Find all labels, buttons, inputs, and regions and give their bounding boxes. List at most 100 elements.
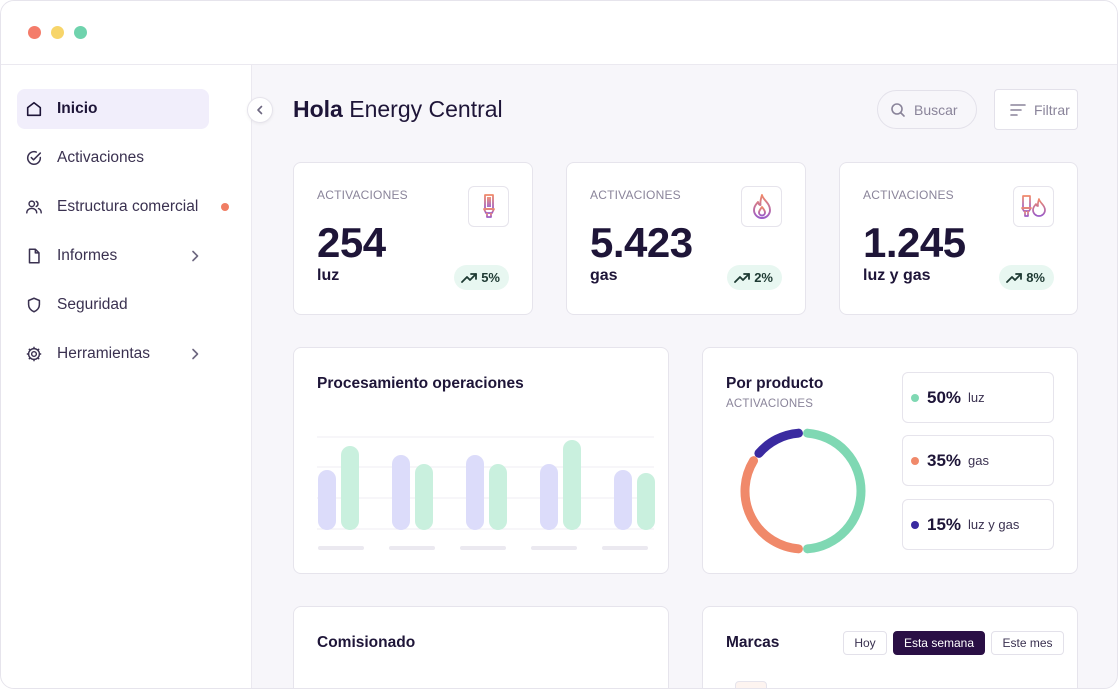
kpi-caption: ACTIVACIONES xyxy=(317,188,408,202)
kpi-unit: gas xyxy=(590,267,618,284)
sidebar-item-activaciones[interactable]: Activaciones xyxy=(17,138,209,178)
legend-dot xyxy=(911,456,919,465)
tab-esta-semana[interactable]: Esta semana xyxy=(893,631,985,655)
brands-title: Marcas xyxy=(726,634,780,651)
trend-up-icon xyxy=(734,272,751,283)
kpi-unit: luz xyxy=(317,267,340,284)
search-box[interactable] xyxy=(877,90,977,129)
legend-percent: 35% xyxy=(927,450,962,470)
window-close-dot[interactable] xyxy=(28,26,41,39)
sidebar-item-seguridad[interactable]: Seguridad xyxy=(17,285,209,325)
filter-lines-icon xyxy=(1010,103,1026,116)
bar-series-2 xyxy=(563,440,581,530)
kpi-card-luz-y-gas: ACTIVACIONES 1.245 luz y gas 8% xyxy=(839,162,1078,315)
kpi-value: 5.423 xyxy=(590,219,693,266)
processing-title: Procesamiento operaciones xyxy=(317,375,524,392)
legend-dot xyxy=(911,393,919,402)
legend-item-luz: 50% luz xyxy=(902,372,1054,423)
commission-title: Comisionado xyxy=(317,634,416,651)
kpi-change: 5% xyxy=(481,270,500,285)
bar-series-2 xyxy=(415,464,433,530)
users-icon xyxy=(26,200,42,214)
legend-name: luz xyxy=(968,390,985,405)
kpi-change-badge: 8% xyxy=(999,265,1054,290)
search-input[interactable] xyxy=(914,101,974,118)
window-maximize-dot[interactable] xyxy=(74,26,87,39)
kpi-change: 2% xyxy=(754,270,773,285)
x-tick-placeholder xyxy=(531,546,577,550)
sidebar-item-herramientas[interactable]: Herramientas xyxy=(17,334,209,374)
by-product-subtitle: ACTIVACIONES xyxy=(726,398,814,410)
sidebar-item-label: Informes xyxy=(57,247,118,264)
shield-icon xyxy=(27,297,41,313)
check-circle-icon xyxy=(26,150,42,166)
commission-card: Comisionado xyxy=(293,606,669,688)
sidebar-item-informes[interactable]: Informes xyxy=(17,236,209,276)
kpi-caption: ACTIVACIONES xyxy=(863,188,954,202)
trend-up-icon xyxy=(461,272,478,283)
file-icon xyxy=(28,248,40,264)
sidebar-item-label: Seguridad xyxy=(57,296,128,313)
account-name: Energy Central xyxy=(349,96,503,122)
title-bar xyxy=(1,1,1117,65)
filter-button[interactable]: Filtrar xyxy=(994,89,1078,130)
bar-series-2 xyxy=(489,464,507,530)
brand-logo-placeholder xyxy=(735,681,767,688)
sidebar: Inicio Activaciones Estructura comercial… xyxy=(1,65,252,688)
donut-slice-luz xyxy=(803,428,866,554)
sidebar-item-label: Inicio xyxy=(57,100,98,117)
tab-este-mes[interactable]: Este mes xyxy=(991,631,1064,655)
kpi-card-luz: ACTIVACIONES 254 luz 5% xyxy=(293,162,533,315)
window-minimize-dot[interactable] xyxy=(51,26,64,39)
bar-series-1 xyxy=(540,464,558,530)
legend-dot xyxy=(911,520,919,529)
kpi-change-badge: 5% xyxy=(454,265,509,290)
x-tick-placeholder xyxy=(602,546,648,550)
bar-series-1 xyxy=(614,470,632,530)
greeting: Hola xyxy=(293,96,343,122)
kpi-change-badge: 2% xyxy=(727,265,782,290)
legend-item-luz-y-gas: 15% luz y gas xyxy=(902,499,1054,550)
page-title: Hola Energy Central xyxy=(293,96,503,123)
kpi-change: 8% xyxy=(1026,270,1045,285)
processing-card: Procesamiento operaciones xyxy=(293,347,669,574)
search-icon xyxy=(891,102,905,117)
kpi-caption: ACTIVACIONES xyxy=(590,188,681,202)
lightbulb-flame-icon xyxy=(1013,186,1054,227)
bar-series-1 xyxy=(392,455,410,530)
legend-name: gas xyxy=(968,453,989,468)
chevron-right-icon xyxy=(192,250,199,262)
notification-dot xyxy=(221,203,229,211)
chevron-left-icon xyxy=(257,105,263,115)
brands-card: Marcas Hoy Esta semana Este mes xyxy=(702,606,1078,688)
legend-item-gas: 35% gas xyxy=(902,435,1054,486)
legend-percent: 15% xyxy=(927,514,962,534)
flame-icon xyxy=(741,186,782,227)
donut-slice-gas xyxy=(740,456,803,554)
legend-name: luz y gas xyxy=(968,517,1020,532)
by-product-donut-chart xyxy=(740,428,866,554)
kpi-value: 254 xyxy=(317,219,386,266)
tab-hoy[interactable]: Hoy xyxy=(843,631,887,655)
kpi-card-gas: ACTIVACIONES 5.423 gas 2% xyxy=(566,162,806,315)
bar-series-2 xyxy=(637,473,655,530)
x-tick-placeholder xyxy=(389,546,435,550)
sidebar-item-estructura-comercial[interactable]: Estructura comercial xyxy=(17,187,229,227)
x-tick-placeholder xyxy=(318,546,364,550)
filter-label: Filtrar xyxy=(1034,101,1070,118)
processing-bar-chart xyxy=(317,436,655,550)
bar-series-2 xyxy=(341,446,359,530)
kpi-unit: luz y gas xyxy=(863,267,931,284)
sidebar-item-inicio[interactable]: Inicio xyxy=(17,89,209,129)
sidebar-item-label: Herramientas xyxy=(57,345,151,362)
kpi-value: 1.245 xyxy=(863,219,966,266)
sidebar-item-label: Estructura comercial xyxy=(57,198,199,215)
donut-slice-luz-y-gas xyxy=(754,428,803,458)
bar-series-1 xyxy=(466,455,484,530)
by-product-title: Por producto xyxy=(726,375,824,392)
lightbulb-icon xyxy=(468,186,509,227)
bar-series-1 xyxy=(318,470,336,530)
sidebar-collapse-button[interactable] xyxy=(247,97,273,123)
x-tick-placeholder xyxy=(460,546,506,550)
